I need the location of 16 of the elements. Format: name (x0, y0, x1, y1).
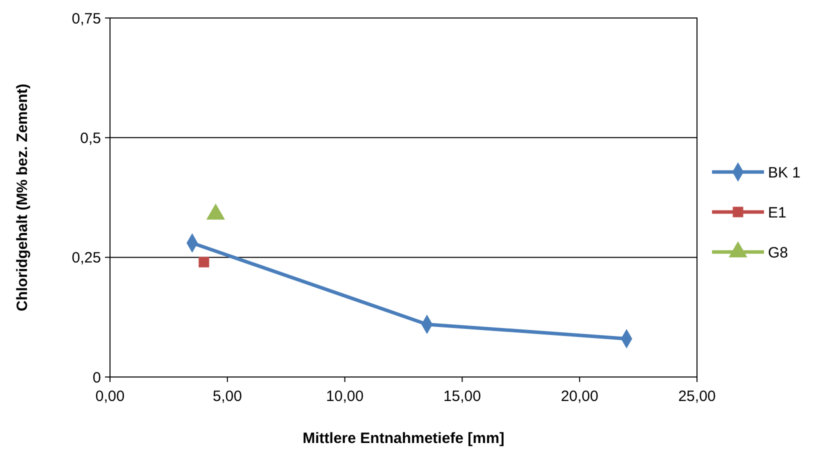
legend-label: E1 (768, 204, 786, 222)
x-tick-label: 10,00 (326, 388, 364, 405)
x-tick-label: 0,00 (95, 388, 125, 405)
point (198, 256, 210, 268)
x-tick-label: 20,00 (560, 388, 598, 405)
x-tick-label: 5,00 (212, 388, 242, 405)
legend-label: BK 1 (768, 164, 801, 182)
y-tick-label: 0,75 (72, 10, 101, 28)
y-axis-title: Chloridgehalt (M% bez. Zement) (14, 84, 31, 312)
y-tick-label: 0 (92, 369, 101, 386)
x-tick-label: 15,00 (443, 388, 481, 405)
x-tick-label: 25,00 (678, 388, 716, 405)
x-axis-title: Mittlere Entnahmetiefe [mm] (302, 430, 504, 447)
y-tick-label: 0,5 (80, 130, 101, 147)
legend-label: G8 (768, 244, 788, 262)
y-tick-label: 0,25 (72, 250, 101, 267)
